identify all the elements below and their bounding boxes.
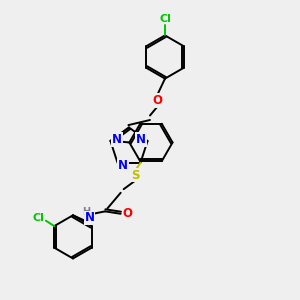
Text: O: O (152, 94, 163, 107)
Text: O: O (122, 207, 132, 220)
Text: N: N (118, 159, 128, 172)
Text: N: N (112, 133, 122, 146)
Text: Cl: Cl (33, 213, 45, 223)
Text: S: S (131, 169, 139, 182)
Text: N: N (85, 212, 94, 224)
Text: N: N (136, 133, 146, 146)
Text: H: H (82, 207, 90, 217)
Text: Cl: Cl (159, 14, 171, 24)
